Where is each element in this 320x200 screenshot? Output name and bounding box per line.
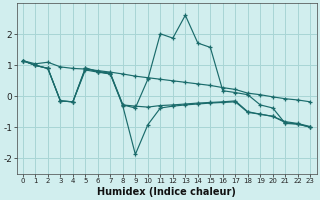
X-axis label: Humidex (Indice chaleur): Humidex (Indice chaleur) — [97, 187, 236, 197]
